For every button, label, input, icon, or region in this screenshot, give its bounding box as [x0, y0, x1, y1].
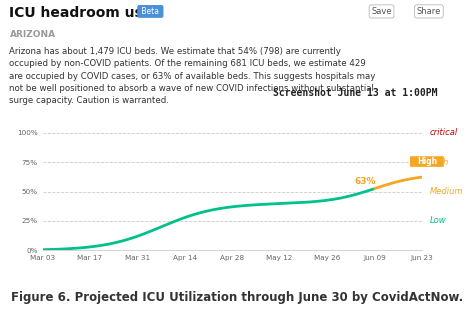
Text: Screenshot June 13 at 1:00PM: Screenshot June 13 at 1:00PM [273, 88, 438, 98]
Text: Low: Low [429, 217, 446, 225]
Text: Save: Save [371, 7, 392, 16]
Text: critical: critical [429, 128, 458, 137]
Text: 63%: 63% [354, 177, 376, 186]
Text: Share: Share [417, 7, 441, 16]
Text: High: High [429, 158, 449, 167]
FancyBboxPatch shape [410, 156, 444, 167]
Text: Beta: Beta [139, 7, 162, 16]
Text: ICU headroom used: ICU headroom used [9, 6, 163, 20]
Text: ARIZONA: ARIZONA [9, 30, 55, 39]
Text: Figure 6. Projected ICU Utilization through June 30 by CovidActNow.: Figure 6. Projected ICU Utilization thro… [11, 291, 463, 305]
Text: Medium: Medium [429, 187, 463, 196]
Text: Arizona has about 1,479 ICU beds. We estimate that 54% (798) are currently
occup: Arizona has about 1,479 ICU beds. We est… [9, 47, 376, 105]
Text: High: High [417, 157, 437, 166]
